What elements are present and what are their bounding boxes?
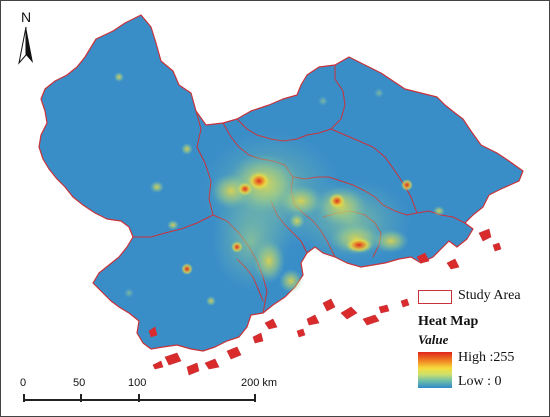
low-value-label: Low : 0 [458, 374, 502, 389]
scale-label-100: 100 [128, 377, 147, 389]
study-area-label: Study Area [458, 288, 521, 303]
scale-label-200: 200 km [241, 377, 278, 389]
scale-tick [23, 394, 25, 402]
offshore-islands [148, 228, 502, 376]
legend: Study Area Heat Map Value High :255 Low … [416, 284, 548, 402]
scale-tick [254, 394, 256, 402]
study-area-swatch [418, 290, 452, 304]
legend-study-area: Study Area [418, 286, 548, 308]
north-arrow: N [15, 9, 37, 65]
legend-subtitle: Value [418, 332, 449, 347]
north-arrow-icon [18, 26, 33, 65]
north-label: N [20, 9, 32, 25]
high-value-label: High :255 [458, 350, 515, 365]
color-ramp [418, 352, 452, 388]
scale-label-0: 0 [20, 377, 27, 389]
scale-label-50: 50 [73, 377, 86, 389]
scale-tick [138, 394, 140, 402]
scale-tick [80, 394, 82, 402]
scale-bar: 0 50 100 200 km [13, 377, 313, 409]
legend-title: Heat Map [418, 314, 479, 329]
heat-density-layer [114, 72, 445, 306]
